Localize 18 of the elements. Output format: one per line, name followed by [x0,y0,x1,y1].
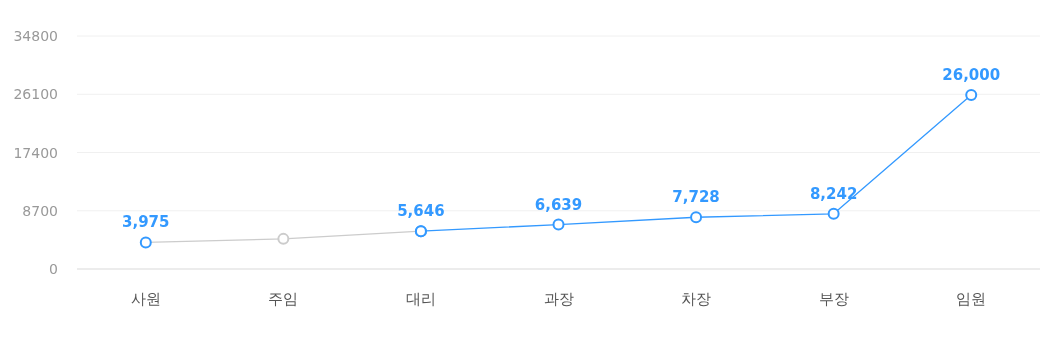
y-tick-label: 0 [49,261,58,277]
data-label: 8,242 [809,184,858,203]
x-tick-label: 주임 [268,290,299,308]
x-tick-label: 사원 [130,290,161,308]
data-label: 7,728 [672,188,720,207]
y-tick-label: 17400 [13,144,58,161]
x-tick-label: 과장 [543,290,574,308]
x-tick-label: 차장 [681,290,712,308]
y-tick-label: 26100 [13,86,58,103]
data-label: 26,000 [942,65,1001,84]
data-label: 6,639 [534,195,583,214]
x-tick-label: 대리 [405,290,436,308]
x-tick-label: 임원 [956,290,987,308]
y-tick-label: 34800 [13,28,58,44]
y-tick-label: 8700 [22,202,58,219]
data-label: 3,975 [122,213,170,232]
x-tick-label: 부장 [818,290,849,308]
data-label: 5,646 [397,202,445,221]
